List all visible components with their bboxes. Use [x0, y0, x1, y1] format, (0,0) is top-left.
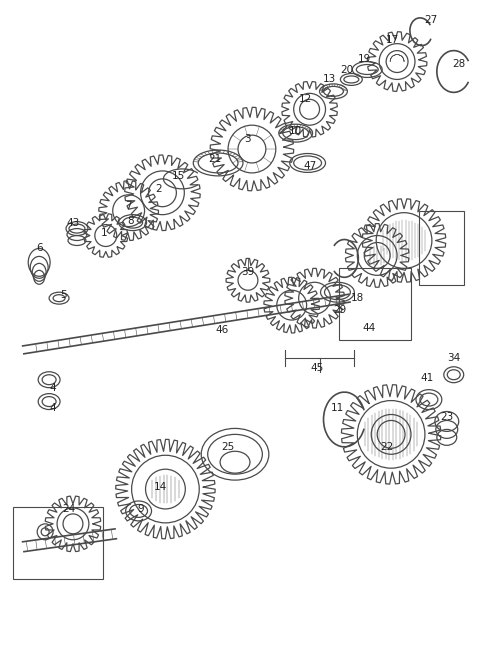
Text: 11: 11 [331, 403, 344, 413]
Text: 27: 27 [424, 15, 437, 25]
Text: 10: 10 [289, 126, 302, 136]
Text: 39: 39 [241, 268, 254, 277]
Text: 34: 34 [447, 353, 460, 363]
Text: 5: 5 [60, 290, 66, 300]
Text: 28: 28 [452, 58, 465, 68]
Text: 9: 9 [137, 504, 144, 514]
Text: 43: 43 [66, 218, 80, 228]
Text: 25: 25 [221, 442, 235, 452]
Text: 6: 6 [36, 243, 43, 253]
Text: 45: 45 [311, 363, 324, 373]
Text: 17: 17 [385, 35, 399, 45]
Text: 47: 47 [303, 161, 316, 171]
Text: 1: 1 [100, 228, 107, 237]
Text: 29: 29 [333, 305, 346, 315]
Text: 44: 44 [362, 323, 376, 333]
Text: 41: 41 [420, 373, 433, 382]
Text: 4: 4 [50, 403, 57, 413]
Text: 2: 2 [155, 184, 162, 194]
Text: 14: 14 [154, 482, 167, 492]
Text: 12: 12 [299, 94, 312, 104]
Text: 19: 19 [358, 54, 371, 64]
Text: 18: 18 [351, 293, 364, 303]
Text: 22: 22 [381, 442, 394, 452]
Text: 8: 8 [127, 216, 134, 226]
Text: 46: 46 [216, 325, 229, 335]
Text: 21: 21 [208, 154, 222, 164]
Text: 3: 3 [245, 134, 251, 144]
Bar [13, 507, 103, 579]
Text: 13: 13 [323, 74, 336, 85]
Text: 15: 15 [172, 171, 185, 181]
Text: 7: 7 [125, 201, 132, 211]
Text: 20: 20 [340, 64, 353, 75]
Text: 24: 24 [62, 504, 76, 514]
Text: 23: 23 [440, 413, 454, 422]
Bar [339, 268, 411, 340]
Text: 4: 4 [50, 382, 57, 393]
